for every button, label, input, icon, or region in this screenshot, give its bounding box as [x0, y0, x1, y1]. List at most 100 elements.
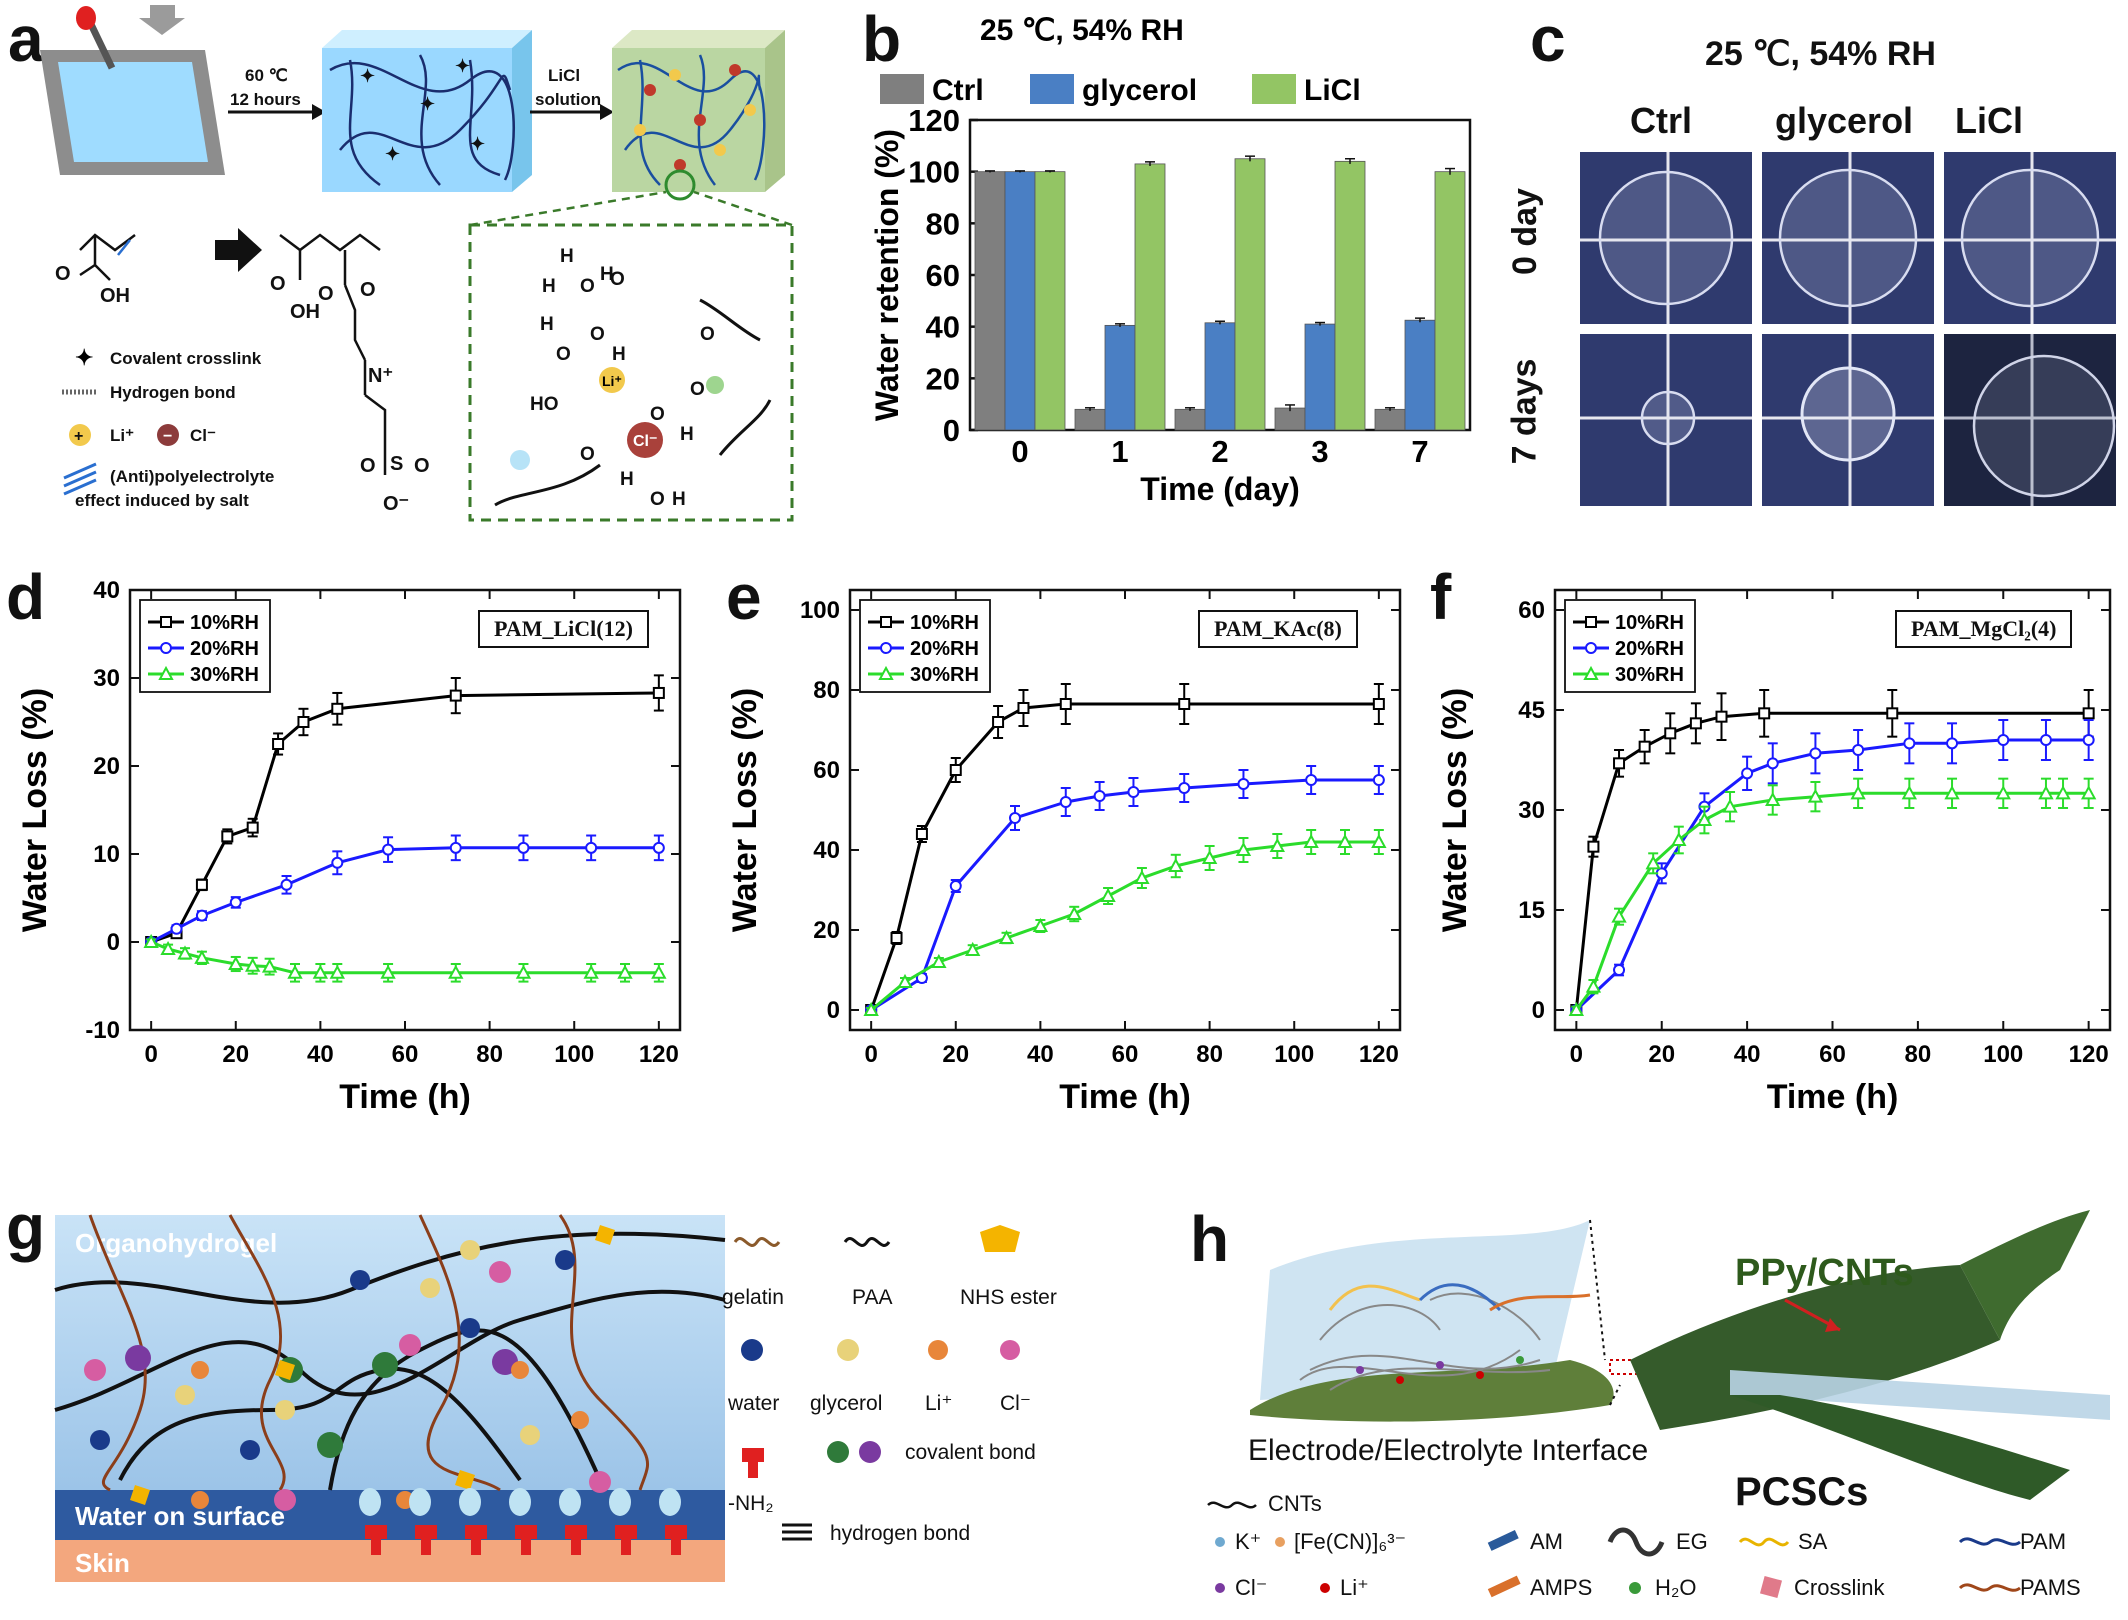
svg-text:O: O — [270, 273, 286, 295]
bar-Ctrl-1 — [1074, 408, 1106, 431]
point-30%RH — [1850, 785, 1866, 800]
y-tick-label: 60 — [813, 757, 840, 784]
x-tick-label: 80 — [1905, 1041, 1932, 1068]
point-30%RH — [1944, 785, 1960, 800]
legend-label-Ctrl: Ctrl — [932, 74, 984, 107]
point-20%RH — [1809, 747, 1822, 760]
panel-a: a ✦ ✦ ✦ ✦ ✦ — [0, 0, 800, 530]
bar-glycerol-0 — [1004, 171, 1036, 431]
x-tick-label: 60 — [1112, 1041, 1139, 1068]
y-tick-label: 40 — [813, 837, 840, 864]
point-10%RH — [652, 686, 665, 699]
point-30%RH — [228, 955, 244, 970]
x-tick-label: 20 — [942, 1041, 969, 1068]
photo-ctrl-7 — [1580, 334, 1752, 506]
svg-text:O: O — [414, 455, 430, 477]
zoom-box — [468, 223, 794, 522]
legend-polyelectrolyte-1: (Anti)polyelectrolyte — [110, 467, 274, 486]
x-tick-label: 40 — [307, 1041, 334, 1068]
legend-hydrogen-bond: Hydrogen bond — [110, 383, 236, 402]
svg-text:S: S — [390, 453, 403, 475]
a-step2: LiCl — [548, 66, 581, 85]
y-tick-label: -10 — [85, 1017, 120, 1044]
svg-text:H: H — [680, 424, 694, 445]
svg-text:O: O — [650, 489, 665, 510]
svg-text:O: O — [580, 444, 595, 465]
legend-am: AM — [1530, 1529, 1563, 1554]
x-tick-label: 20 — [1648, 1041, 1675, 1068]
point-20%RH — [652, 841, 665, 854]
point-10%RH — [1638, 740, 1651, 753]
y-tick-label: 0 — [943, 413, 960, 448]
svg-text:O: O — [556, 344, 571, 365]
point-10%RH — [1715, 710, 1728, 723]
point-20%RH — [280, 878, 293, 891]
y-tick-label: 100 — [908, 155, 960, 190]
point-30%RH — [261, 958, 278, 973]
bar-glycerol-7 — [1404, 319, 1436, 431]
chart-e: 0 20 40 60 80 100 120 0 20 40 60 80 100 Time (h) Water… — [726, 588, 1402, 1116]
y-tick-label: 20 — [93, 753, 120, 780]
point-10%RH — [195, 878, 208, 891]
panel-h: h Electrode/Electrolyte Interface PPy/CN… — [1190, 1180, 2128, 1620]
point-20%RH — [382, 843, 395, 856]
photo-glycerol-7 — [1762, 334, 1934, 506]
panel-h-schematic: Electrode/Electrolyte Interface PPy/CNTs… — [1207, 1210, 2110, 1600]
point-30%RH — [1303, 833, 1319, 848]
y-tick-label: 10 — [93, 841, 120, 868]
svg-text:Li⁺: Li⁺ — [602, 373, 622, 389]
series-line-10%RH — [150, 691, 659, 944]
x-tick-label: 120 — [1359, 1041, 1399, 1068]
nhs-ester-icon — [980, 1225, 1020, 1252]
chart-b-xlabel: Time (day) — [1140, 471, 1299, 507]
legend-label-30%RH: 30%RH — [1615, 664, 1684, 686]
bar-glycerol-2 — [1204, 322, 1236, 431]
x-tick-label: 120 — [2069, 1041, 2109, 1068]
point-20%RH — [1237, 778, 1250, 790]
point-10%RH — [949, 764, 962, 776]
legend-li-h: Li⁺ — [1340, 1575, 1369, 1600]
point-30%RH — [2055, 785, 2071, 800]
point-20%RH — [1127, 786, 1140, 798]
svg-text:OH: OH — [290, 301, 320, 323]
legend-swatch-Ctrl — [880, 74, 924, 104]
legend-label-10%RH: 10%RH — [1615, 612, 1684, 634]
legend-li: Li⁺ — [925, 1392, 952, 1415]
x-tick-label: 20 — [222, 1041, 249, 1068]
paa-icon — [843, 1237, 891, 1247]
chart-e-xlabel: Time (h) — [1059, 1078, 1191, 1116]
svg-text:✦: ✦ — [385, 144, 400, 164]
chart-b-ylabel: Water retention (%) — [869, 129, 905, 421]
legend-marker-30%RH — [158, 665, 174, 680]
point-20%RH — [1305, 774, 1318, 786]
point-30%RH — [312, 964, 329, 979]
point-10%RH — [1178, 698, 1191, 710]
mold-solution — [58, 62, 208, 162]
point-10%RH — [2082, 707, 2095, 720]
x-tick-label: 100 — [1274, 1041, 1314, 1068]
point-30%RH — [1585, 978, 1602, 993]
legend-cl: Cl⁻ — [1000, 1392, 1031, 1415]
point-20%RH — [1997, 734, 2010, 746]
point-30%RH — [651, 964, 667, 979]
legend-label-20%RH: 20%RH — [910, 638, 979, 660]
gelatin-icon — [733, 1237, 781, 1247]
point-20%RH — [1852, 744, 1865, 756]
svg-text:HO: HO — [530, 394, 559, 415]
legend-label-10%RH: 10%RH — [190, 612, 259, 634]
legend-pams: PAMS — [2020, 1575, 2081, 1600]
down-arrow-icon — [139, 5, 185, 35]
point-10%RH — [992, 716, 1005, 728]
x-tick-label: 2 — [1211, 434, 1228, 469]
point-30%RH — [1168, 857, 1184, 872]
svg-text:H: H — [560, 246, 574, 267]
point-30%RH — [380, 964, 396, 979]
row-label-0-day: 0 day — [1505, 188, 1544, 275]
legend-marker-10%RH — [160, 616, 172, 628]
bar-Ctrl-7 — [1374, 408, 1406, 431]
interface-label: Electrode/Electrolyte Interface — [1248, 1434, 1648, 1467]
svg-text:O: O — [700, 324, 715, 345]
svg-text:H: H — [620, 469, 634, 490]
